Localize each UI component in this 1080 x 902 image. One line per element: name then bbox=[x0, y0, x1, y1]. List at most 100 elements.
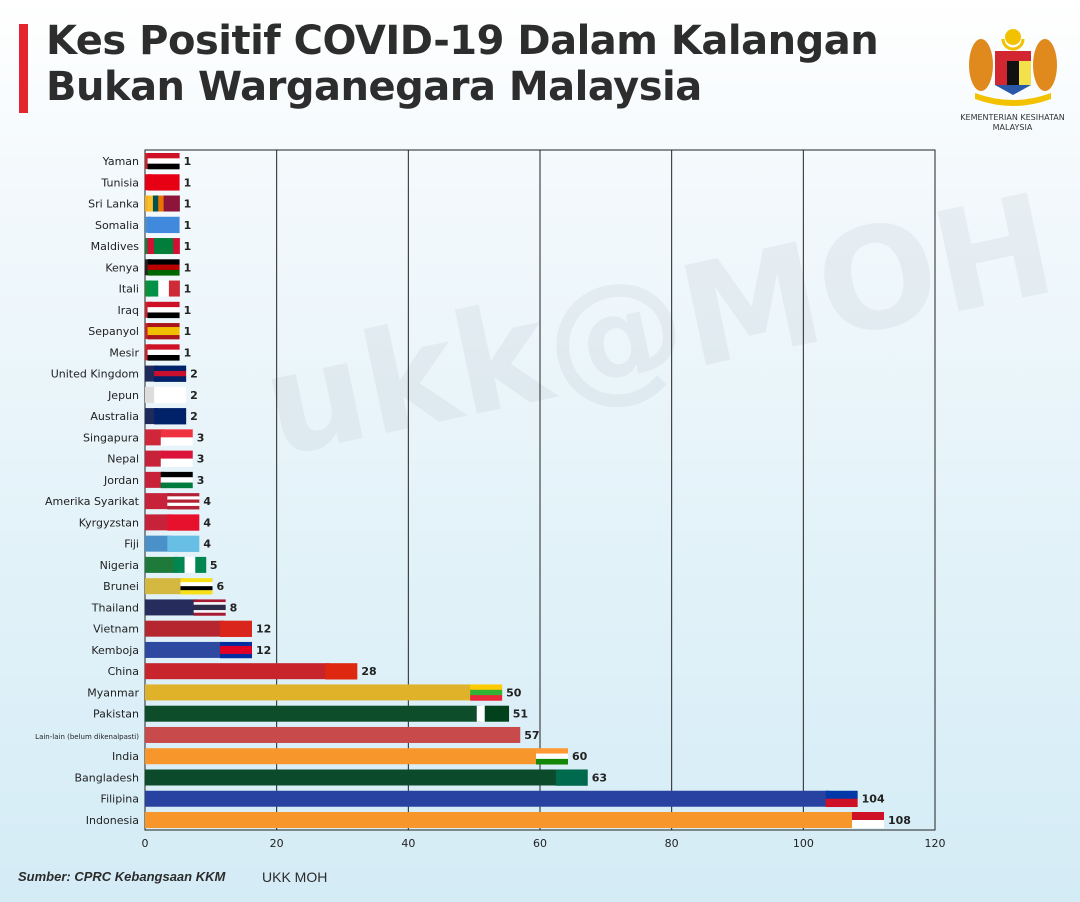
flag-stripe bbox=[168, 195, 175, 212]
flag-stripe bbox=[147, 280, 159, 297]
bar bbox=[145, 620, 224, 637]
flag-stripe bbox=[500, 705, 510, 722]
category-label: Nepal bbox=[107, 453, 139, 466]
flag-icon bbox=[536, 748, 568, 765]
value-label: 104 bbox=[862, 793, 885, 806]
category-label: Pakistan bbox=[93, 708, 139, 721]
flag-stripe bbox=[147, 158, 180, 164]
flag-icon bbox=[167, 514, 200, 531]
flag-stripe bbox=[152, 195, 159, 212]
flag-stripe bbox=[158, 280, 170, 297]
flag-stripe bbox=[154, 365, 187, 372]
title-line-2: Bukan Warganegara Malaysia bbox=[46, 64, 702, 110]
flag-stripe bbox=[536, 753, 568, 760]
flag-icon bbox=[147, 238, 180, 255]
flag-stripe bbox=[825, 798, 858, 808]
category-label: Maldives bbox=[91, 240, 140, 253]
x-tick-label: 80 bbox=[665, 837, 679, 850]
category-label: Kemboja bbox=[91, 644, 139, 657]
value-label: 4 bbox=[203, 538, 211, 551]
flag-stripe bbox=[167, 502, 200, 507]
flag-stripe bbox=[147, 312, 180, 319]
category-label: Indonesia bbox=[86, 814, 139, 827]
flag-stripe bbox=[147, 301, 180, 308]
flag-stripe bbox=[147, 331, 180, 336]
flag-icon bbox=[147, 344, 180, 361]
category-label: Amerika Syarikat bbox=[45, 495, 140, 508]
value-label: 1 bbox=[184, 346, 192, 359]
category-label: Somalia bbox=[95, 219, 139, 232]
flag-stripe bbox=[160, 477, 193, 483]
flag-icon bbox=[154, 408, 187, 425]
logo-caption: KEMENTERIAN KESIHATAN MALAYSIA bbox=[960, 113, 1065, 132]
flag-icon bbox=[160, 429, 193, 446]
flag-icon bbox=[167, 493, 200, 510]
value-label: 63 bbox=[592, 771, 607, 784]
flag-stripe bbox=[147, 174, 180, 191]
flag-stripe bbox=[166, 238, 174, 255]
flag-stripe bbox=[147, 344, 180, 350]
value-label: 12 bbox=[256, 623, 271, 636]
flag-stripe bbox=[536, 758, 568, 765]
flag-stripe bbox=[147, 238, 155, 255]
flag-stripe bbox=[153, 238, 161, 255]
value-label: 50 bbox=[506, 686, 522, 699]
value-label: 12 bbox=[256, 644, 271, 657]
flag-stripe bbox=[174, 195, 180, 212]
ministry-logo: KEMENTERIAN KESIHATAN MALAYSIA bbox=[955, 25, 1070, 133]
flag-icon bbox=[147, 301, 180, 319]
bar bbox=[145, 705, 481, 722]
flag-icon bbox=[147, 259, 180, 276]
value-label: 1 bbox=[184, 283, 192, 296]
flag-icon bbox=[147, 174, 180, 191]
value-label: 2 bbox=[190, 368, 198, 381]
value-label: 1 bbox=[184, 304, 192, 317]
flag-icon bbox=[147, 153, 180, 170]
page-title: Kes Positif COVID-19 Dalam Kalangan Buka… bbox=[46, 18, 879, 110]
flag-stripe bbox=[825, 790, 858, 800]
bar bbox=[145, 812, 856, 828]
flag-stripe bbox=[193, 610, 226, 614]
flag-icon bbox=[825, 790, 858, 808]
bar bbox=[145, 450, 165, 467]
flag-stripe bbox=[180, 586, 213, 591]
category-label: Fiji bbox=[124, 538, 139, 551]
bar bbox=[145, 663, 330, 680]
flag-stripe bbox=[193, 599, 226, 603]
flag-stripe bbox=[195, 556, 207, 573]
flag-icon bbox=[852, 812, 884, 829]
bar bbox=[145, 556, 178, 573]
flag-stripe bbox=[180, 578, 213, 583]
category-label: Sri Lanka bbox=[88, 198, 139, 211]
flag-stripe bbox=[555, 769, 588, 786]
flag-stripe bbox=[154, 408, 187, 425]
flag-stripe bbox=[476, 705, 486, 722]
value-label: 28 bbox=[361, 665, 376, 678]
flag-stripe bbox=[193, 612, 226, 616]
flag-stripe bbox=[193, 604, 226, 608]
category-label: United Kingdom bbox=[51, 368, 139, 381]
bar bbox=[145, 493, 172, 510]
value-label: 1 bbox=[184, 219, 192, 232]
flag-icon bbox=[325, 663, 358, 680]
value-label: 1 bbox=[184, 198, 192, 211]
flag-stripe bbox=[147, 216, 180, 234]
category-label: Sepanyol bbox=[88, 325, 139, 338]
value-label: 51 bbox=[513, 708, 528, 721]
category-label: Itali bbox=[119, 283, 139, 296]
value-label: 57 bbox=[524, 729, 539, 742]
flag-stripe bbox=[852, 812, 884, 821]
flag-icon bbox=[180, 578, 213, 595]
bar bbox=[145, 748, 540, 765]
flag-stripe bbox=[154, 370, 187, 377]
title-accent-bar bbox=[19, 24, 28, 113]
flag-stripe bbox=[220, 620, 252, 637]
flag-stripe bbox=[147, 153, 180, 159]
flag-icon bbox=[220, 641, 252, 659]
flag-stripe bbox=[154, 386, 187, 404]
flag-stripe bbox=[160, 238, 168, 255]
x-tick-label: 100 bbox=[793, 837, 814, 850]
flag-stripe bbox=[167, 535, 200, 552]
bar bbox=[145, 599, 198, 616]
category-label: Iraq bbox=[118, 304, 140, 317]
